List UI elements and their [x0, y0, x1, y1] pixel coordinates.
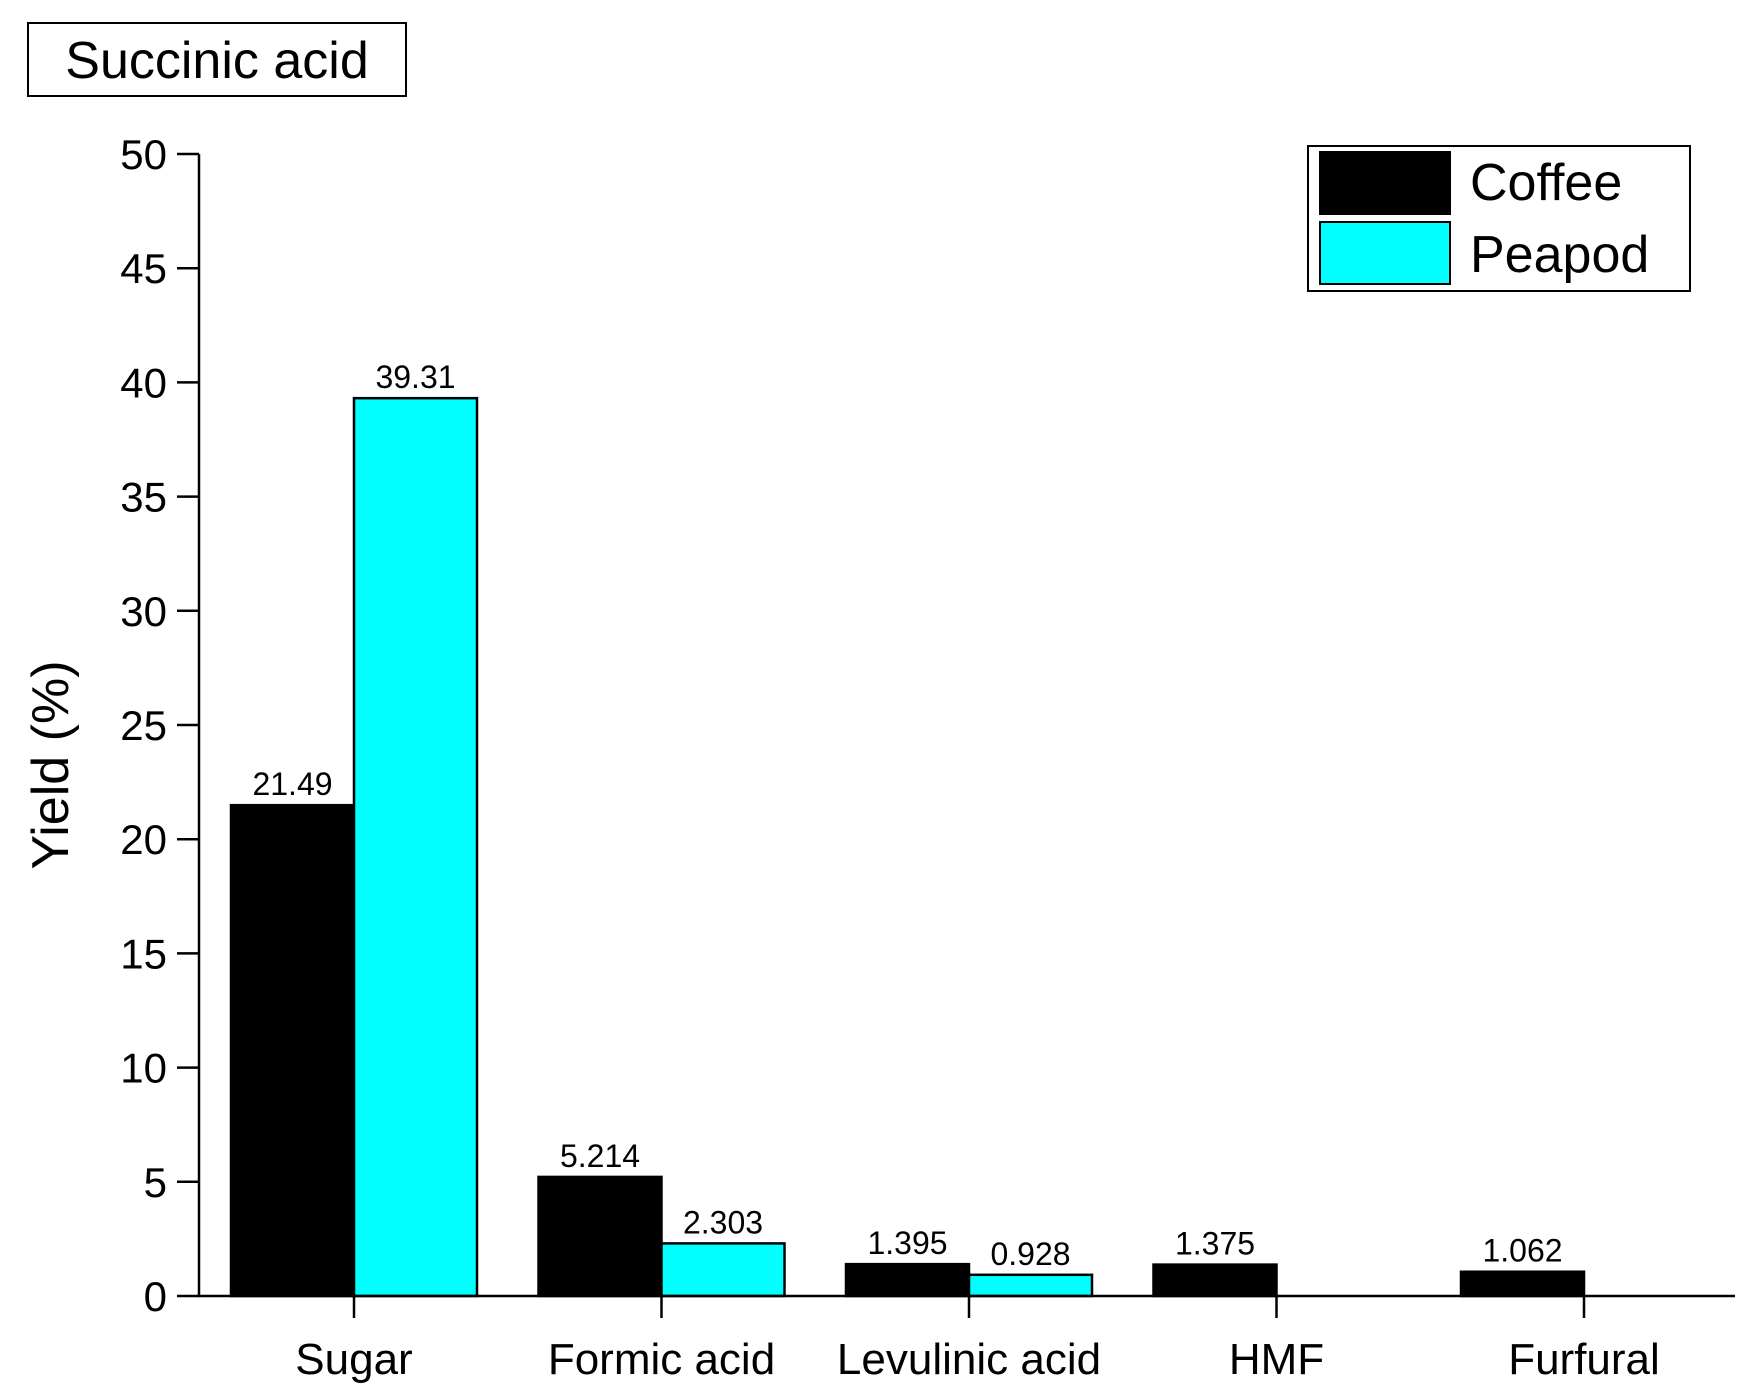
- legend-swatch-coffee: [1319, 151, 1451, 215]
- legend-label-peapod: Peapod: [1470, 226, 1649, 284]
- legend-label-coffee: Coffee: [1470, 154, 1622, 212]
- y-tick-label: 30: [120, 588, 167, 635]
- chart-title-box: Succinic acid: [27, 22, 407, 97]
- data-label-peapod: 2.303: [683, 1204, 763, 1240]
- data-label-peapod: 0.928: [990, 1236, 1070, 1272]
- y-tick-label: 10: [120, 1045, 167, 1092]
- legend: Coffee Peapod: [1307, 145, 1691, 292]
- data-labels: 21.49 39.31 5.214 2.303 1.395 0.928 1.375 1.062: [252, 359, 1562, 1272]
- bar-coffee: [537, 1175, 663, 1298]
- y-tick-label: 0: [144, 1273, 167, 1320]
- y-tick-label: 35: [120, 474, 167, 521]
- data-label-coffee: 1.062: [1482, 1233, 1562, 1269]
- x-tick-label: Sugar: [295, 1335, 412, 1384]
- y-tick-label: 45: [120, 245, 167, 292]
- x-axis-ticks: Sugar Formic acid Levulinic acid HMF Furfura…: [295, 1296, 1660, 1384]
- chart-title: Succinic acid: [65, 32, 368, 90]
- y-tick-label: 20: [120, 816, 167, 863]
- bar-coffee: [229, 803, 356, 1298]
- bar-peapod: [660, 1242, 786, 1298]
- y-axis-label: Yield (%): [22, 660, 80, 869]
- data-label-coffee: 1.375: [1175, 1226, 1255, 1262]
- x-tick-label: Levulinic acid: [837, 1335, 1101, 1384]
- bar-peapod: [967, 1273, 1094, 1298]
- y-tick-label: 40: [120, 359, 167, 406]
- bar-peapod: [352, 396, 479, 1298]
- y-tick-label: 15: [120, 930, 167, 977]
- x-tick-label: Furfural: [1508, 1335, 1660, 1384]
- chart-title-frame: [27, 22, 407, 97]
- y-axis-ticks: 0 5 10 15 20 25 30 35 40 45 50: [120, 131, 199, 1320]
- y-tick-label: 25: [120, 702, 167, 749]
- y-tick-label: 50: [120, 131, 167, 178]
- data-label-peapod: 39.31: [375, 359, 455, 395]
- legend-swatch-peapod: [1319, 221, 1451, 285]
- x-tick-label: HMF: [1229, 1335, 1324, 1384]
- data-label-coffee: 1.395: [867, 1225, 947, 1261]
- bar-coffee: [1459, 1270, 1586, 1298]
- bar-coffee: [1152, 1263, 1278, 1298]
- bar-coffee: [844, 1262, 971, 1298]
- data-label-coffee: 21.49: [252, 766, 332, 802]
- data-label-coffee: 5.214: [560, 1138, 640, 1174]
- y-tick-label: 5: [144, 1159, 167, 1206]
- x-tick-label: Formic acid: [548, 1335, 775, 1384]
- bars: [229, 396, 1586, 1298]
